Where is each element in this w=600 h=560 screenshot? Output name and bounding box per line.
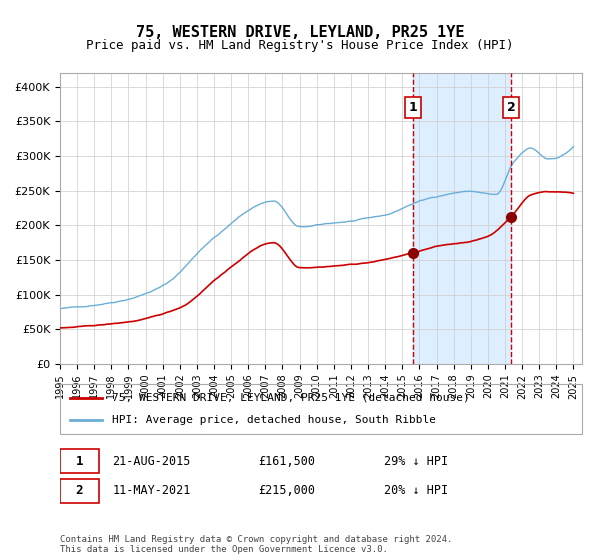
FancyBboxPatch shape xyxy=(60,479,99,503)
Text: 29% ↓ HPI: 29% ↓ HPI xyxy=(383,455,448,468)
Text: £215,000: £215,000 xyxy=(259,484,316,497)
Text: 21-AUG-2015: 21-AUG-2015 xyxy=(112,455,191,468)
Text: 75, WESTERN DRIVE, LEYLAND, PR25 1YE: 75, WESTERN DRIVE, LEYLAND, PR25 1YE xyxy=(136,25,464,40)
Text: Price paid vs. HM Land Registry's House Price Index (HPI): Price paid vs. HM Land Registry's House … xyxy=(86,39,514,52)
Bar xyxy=(413,73,511,364)
FancyBboxPatch shape xyxy=(60,449,99,473)
Text: 1: 1 xyxy=(409,101,418,114)
Text: 2: 2 xyxy=(507,101,515,114)
Text: 2: 2 xyxy=(76,484,83,497)
Text: Contains HM Land Registry data © Crown copyright and database right 2024.
This d: Contains HM Land Registry data © Crown c… xyxy=(60,535,452,554)
Text: HPI: Average price, detached house, South Ribble: HPI: Average price, detached house, Sout… xyxy=(112,415,436,425)
Text: £161,500: £161,500 xyxy=(259,455,316,468)
Text: 11-MAY-2021: 11-MAY-2021 xyxy=(112,484,191,497)
Text: 20% ↓ HPI: 20% ↓ HPI xyxy=(383,484,448,497)
Text: 1: 1 xyxy=(76,455,83,468)
Text: 75, WESTERN DRIVE, LEYLAND, PR25 1YE (detached house): 75, WESTERN DRIVE, LEYLAND, PR25 1YE (de… xyxy=(112,393,470,403)
